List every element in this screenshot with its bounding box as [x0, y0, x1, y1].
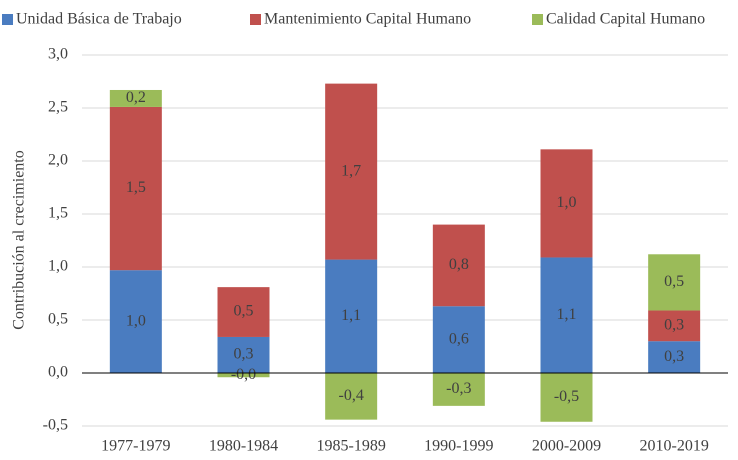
value-label: 0,6	[449, 330, 469, 347]
x-tick-label: 1985-1989	[317, 438, 386, 455]
y-tick-label: 3,0	[48, 46, 68, 63]
bar-segment	[432, 224, 485, 307]
bar-segment	[109, 89, 162, 107]
legend-swatch	[532, 14, 543, 25]
y-tick-label: 1,5	[48, 205, 68, 222]
bar-segment	[432, 373, 485, 406]
value-label: 0,2	[126, 89, 146, 106]
bar-segment	[648, 310, 701, 342]
bar-segment	[325, 373, 378, 420]
value-label: 0,3	[664, 317, 684, 334]
bar-segment	[540, 149, 593, 258]
legend-label: Unidad Básica de Trabajo	[16, 11, 182, 28]
value-label: 1,1	[557, 306, 577, 323]
y-tick-label: 0,5	[48, 311, 68, 328]
value-label: -0,5	[554, 388, 579, 405]
legend-label: Mantenimiento Capital Humano	[264, 11, 471, 28]
y-axis-title: Contribución al crecimiento	[11, 150, 28, 330]
bar-segment	[432, 306, 485, 373]
x-tick-label: 1980-1984	[209, 438, 278, 455]
y-tick-label: 0,0	[48, 364, 68, 381]
bar-segment	[109, 106, 162, 271]
x-tick-label: 1990-1999	[424, 438, 493, 455]
value-label: 0,5	[234, 303, 254, 320]
value-label: 0,8	[449, 256, 469, 273]
value-label: -0,0	[231, 366, 256, 383]
y-tick-label: 1,0	[48, 258, 68, 275]
y-tick-label: -0,5	[43, 417, 68, 434]
y-tick-label: 2,0	[48, 152, 68, 169]
value-label: 1,1	[341, 307, 361, 324]
value-label: 1,0	[557, 194, 577, 211]
bar-segment	[540, 373, 593, 422]
bar-segment	[325, 83, 378, 260]
x-tick-label: 2010-2019	[640, 438, 709, 455]
value-label: 0,3	[664, 348, 684, 365]
legend-swatch	[2, 14, 13, 25]
legend-swatch	[250, 14, 261, 25]
x-tick-label: 1977-1979	[101, 438, 170, 455]
bar-segment	[648, 341, 701, 373]
bar-segment	[217, 287, 270, 337]
value-label: 1,0	[126, 312, 146, 329]
value-label: 1,5	[126, 179, 146, 196]
value-label: -0,4	[339, 387, 364, 404]
value-label: 1,7	[341, 162, 361, 179]
value-label: -0,3	[446, 380, 471, 397]
y-tick-label: 2,5	[48, 99, 68, 116]
legend-label: Calidad Capital Humano	[546, 11, 705, 28]
bar-segment	[217, 373, 270, 378]
bar-segment	[109, 270, 162, 373]
bar-segment	[540, 257, 593, 373]
value-label: 0,3	[234, 346, 254, 363]
bar-segment	[325, 259, 378, 373]
bar-segment	[217, 336, 270, 373]
bar-segment	[648, 254, 701, 311]
value-label: 0,5	[664, 273, 684, 290]
x-tick-label: 2000-2009	[532, 438, 601, 455]
